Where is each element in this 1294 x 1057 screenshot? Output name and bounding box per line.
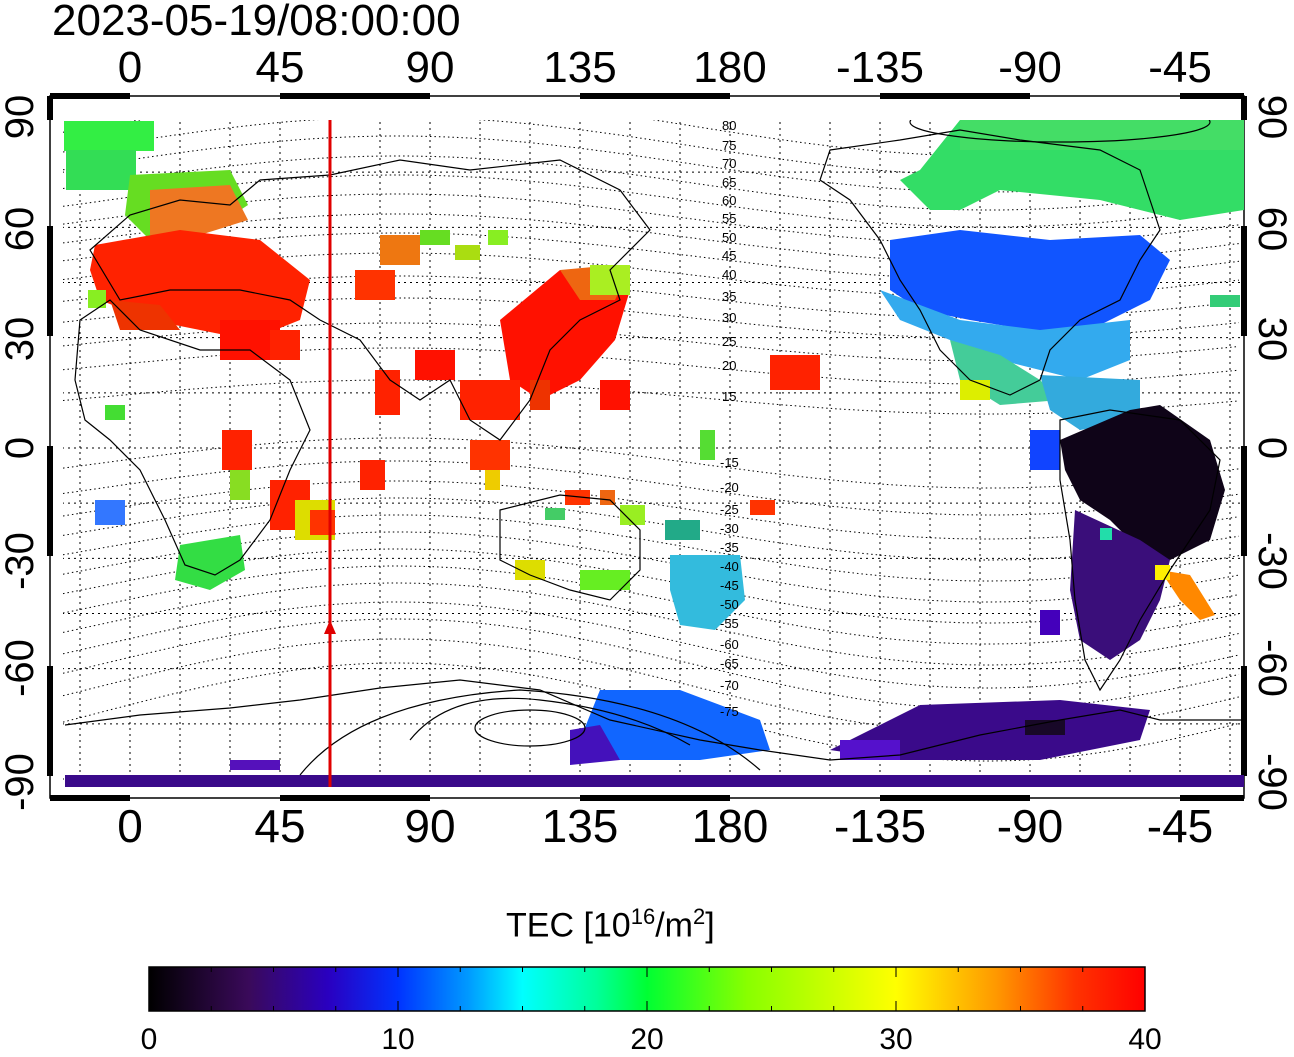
magnetic-latitude-contour <box>63 379 1240 415</box>
tec-australia <box>515 490 645 590</box>
magnetic-latitude-contour <box>63 480 1240 540</box>
tec-south-america <box>1040 405 1225 660</box>
lon-tick-top: -45 <box>1148 43 1212 92</box>
magnetic-latitude-contour <box>63 252 1240 298</box>
magnetic-latitude-label: -65 <box>720 656 739 671</box>
magnetic-latitude-label: 50 <box>722 230 736 245</box>
tec-north-america <box>740 120 1244 470</box>
colorbar-tick: 0 <box>140 1023 158 1056</box>
colorbar-tick: 20 <box>630 1023 664 1056</box>
lon-tick-top: 90 <box>405 43 455 92</box>
tec-africa <box>95 405 335 590</box>
lon-tick-bottom: 135 <box>541 800 619 852</box>
tec-antarctica <box>65 690 1244 787</box>
lon-tick-top: 0 <box>117 43 143 92</box>
magnetic-latitude-label: -60 <box>720 637 739 652</box>
magnetic-latitude-label: 20 <box>722 358 736 373</box>
magnetic-latitude-label: 15 <box>722 389 736 404</box>
magnetic-latitude-contour <box>63 193 1240 245</box>
colorbar-tick: 30 <box>879 1023 913 1056</box>
magnetic-latitude-label: -35 <box>720 540 739 555</box>
magnetic-latitude-label: 45 <box>722 248 736 263</box>
magnetic-latitude-label: 65 <box>722 175 736 190</box>
tec-europe <box>64 121 310 360</box>
magnetic-latitude-label: 70 <box>722 156 736 171</box>
lon-tick-bottom: -45 <box>1146 800 1214 852</box>
map-timestamp: 2023-05-19/08:00:00 <box>52 0 461 45</box>
lon-tick-bottom: 180 <box>691 800 769 852</box>
magnetic-latitude-label: 75 <box>722 138 736 153</box>
magnetic-latitude-label: 80 <box>722 118 736 133</box>
magnetic-latitude-label: -45 <box>720 578 739 593</box>
lon-tick-top: 180 <box>693 43 767 92</box>
magnetic-latitude-contour <box>63 514 1240 582</box>
magnetic-latitude-label: -30 <box>720 521 739 536</box>
magnetic-latitude-label: -55 <box>720 616 739 631</box>
lon-tick-top: -135 <box>835 43 925 92</box>
coastlines <box>64 120 1244 776</box>
magnetic-latitude-label: 30 <box>722 310 736 325</box>
magnetic-latitude-label: -70 <box>720 678 739 693</box>
colorbar-tick: 40 <box>1128 1023 1162 1056</box>
lon-tick-bottom: 90 <box>404 800 456 852</box>
lon-tick-bottom: -135 <box>833 800 927 852</box>
magnetic-latitude-contour <box>63 232 1240 280</box>
magnetic-latitude-contour <box>63 275 1240 319</box>
magnetic-latitude-label: 60 <box>722 193 736 208</box>
magnetic-latitude-label: -75 <box>720 704 739 719</box>
magnetic-latitude-label: 40 <box>722 267 736 282</box>
magnetic-latitude-label: -40 <box>720 559 739 574</box>
colorbar-label: TEC [1016/m2] <box>506 904 715 945</box>
magnetic-latitude-contour <box>63 565 1240 645</box>
lon-tick-bottom: 45 <box>254 800 306 852</box>
magnetic-latitude-label: -20 <box>720 480 739 495</box>
lon-tick-top: 45 <box>255 43 305 92</box>
magnetic-latitude-label: -15 <box>720 455 739 470</box>
magnetic-latitude-label: 35 <box>722 289 736 304</box>
lon-tick-top: 135 <box>543 43 617 92</box>
magnetic-latitude-contour <box>63 174 1240 228</box>
colorbar-tick: 10 <box>381 1023 415 1056</box>
lon-tick-bottom: 0 <box>117 800 143 852</box>
magnetic-latitude-label: -25 <box>720 502 739 517</box>
magnetic-latitude-label: -50 <box>720 597 739 612</box>
magnetic-latitude-contour <box>63 497 1240 561</box>
tec-nz-pacific <box>665 355 820 630</box>
magnetic-latitude-contour <box>63 297 1240 339</box>
marker-arrow <box>324 620 336 634</box>
lon-tick-bottom: -90 <box>996 800 1064 852</box>
magnetic-latitude-contour <box>63 548 1240 624</box>
tec-asia-central <box>355 230 508 490</box>
magnetic-latitude-label: 25 <box>722 334 736 349</box>
magnetic-latitude-contour <box>63 437 1240 489</box>
magnetic-latitude-contour <box>63 531 1240 603</box>
magnetic-latitude-contour <box>63 582 1240 666</box>
lon-tick-top: -90 <box>998 43 1062 92</box>
magnetic-latitude-contour <box>63 213 1240 263</box>
magnetic-latitude-label: 55 <box>722 211 736 226</box>
